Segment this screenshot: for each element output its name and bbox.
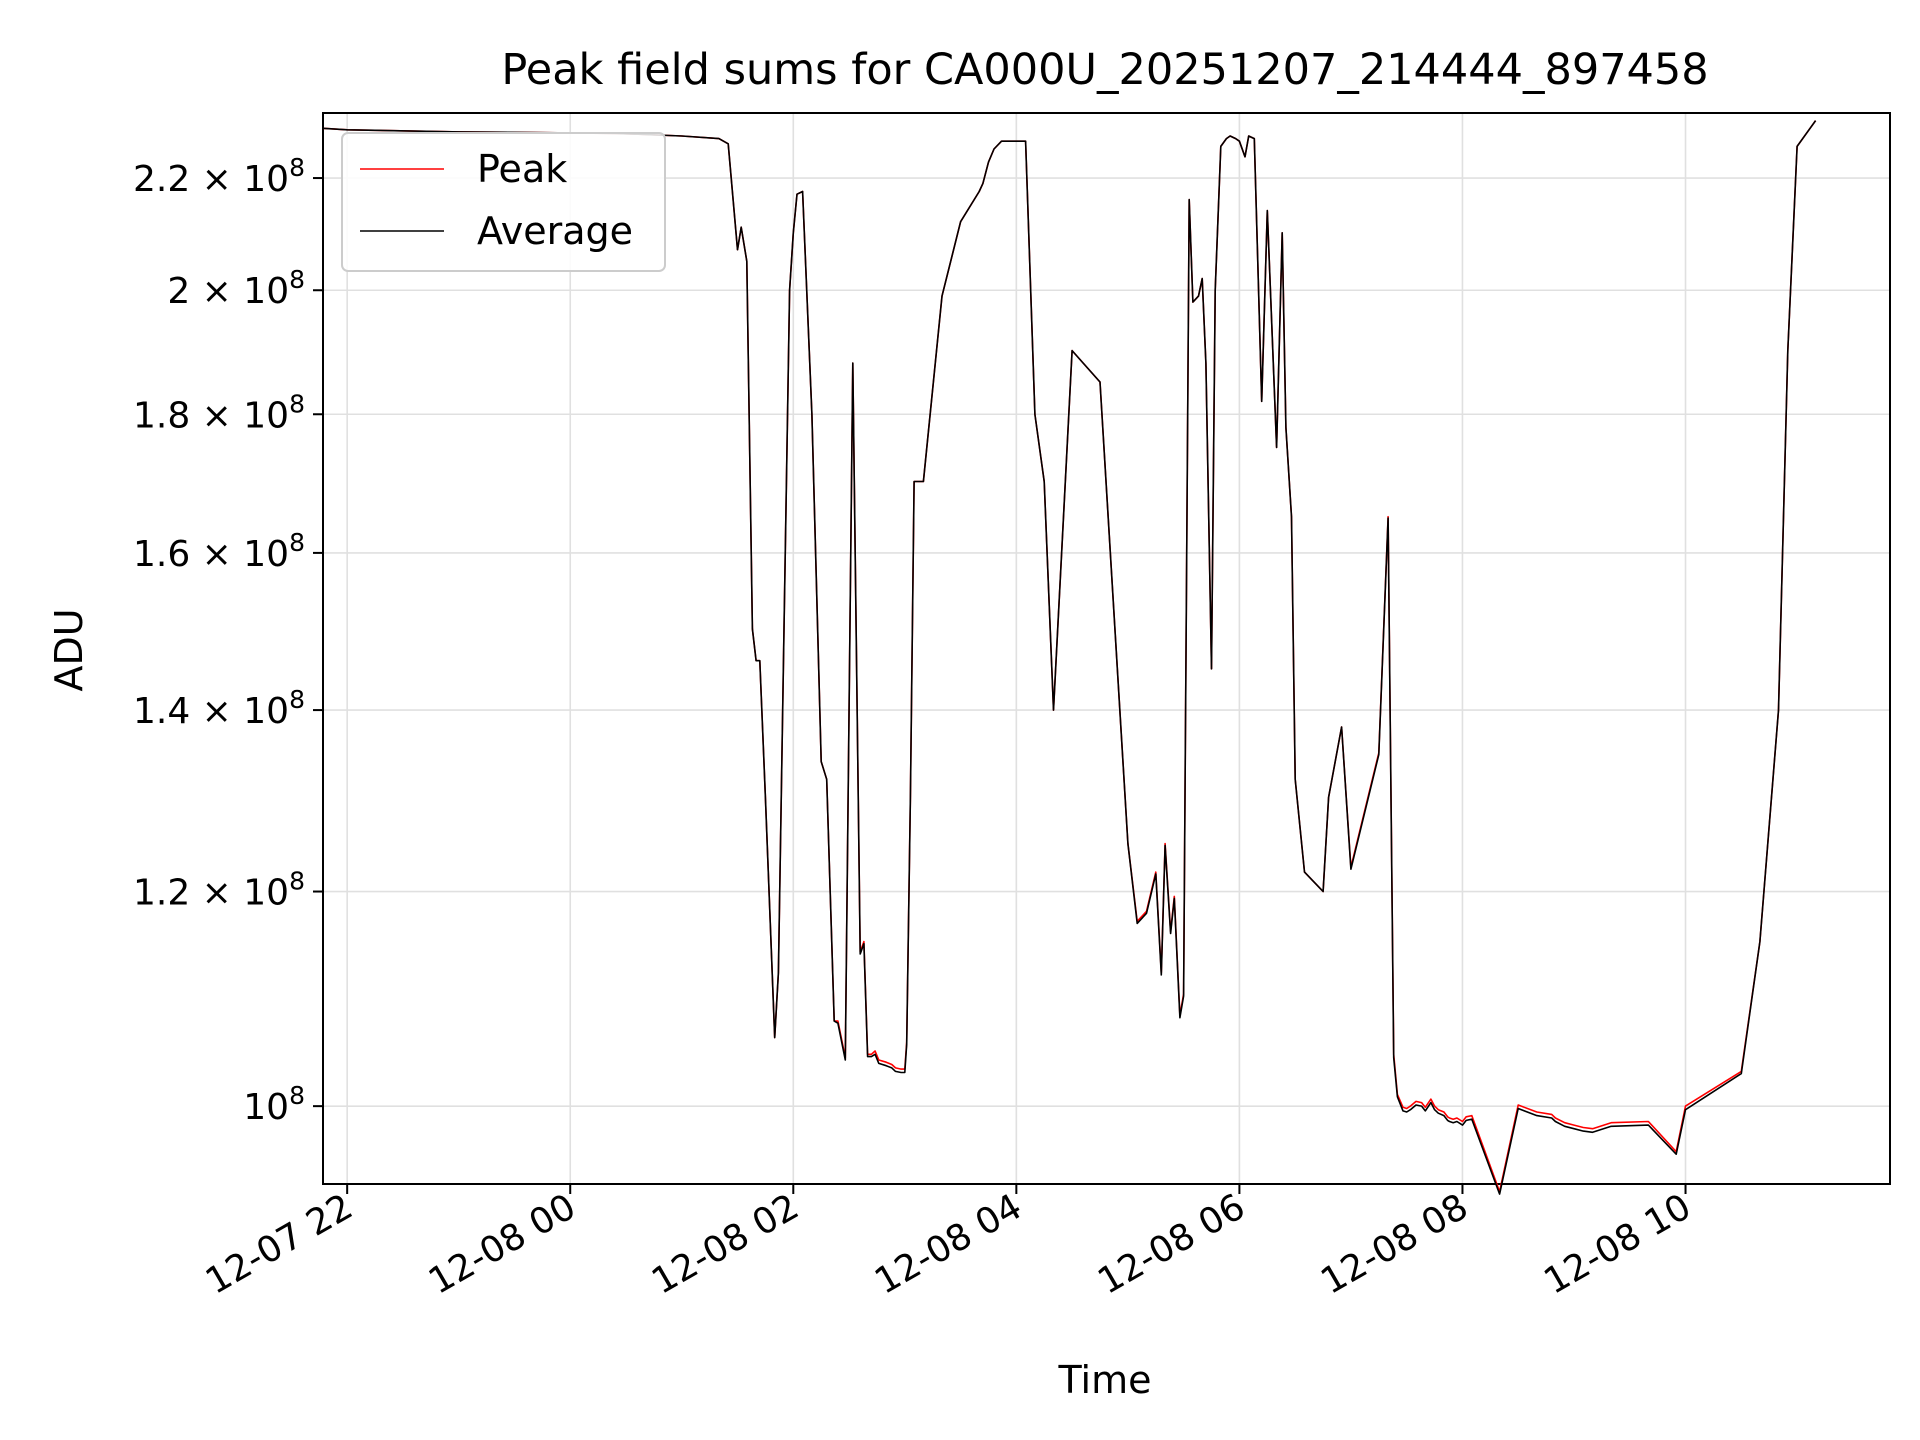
y-tick-label: 2 × 108 <box>167 265 305 312</box>
plot-area <box>322 112 1891 1185</box>
legend-box <box>341 132 666 272</box>
y-tick-label: 1.8 × 108 <box>133 389 305 436</box>
chart-title: Peak field sums for CA000U_20251207_2144… <box>501 45 1708 95</box>
y-tick-label: 2.2 × 108 <box>133 153 305 200</box>
y-tick-label: 1.2 × 108 <box>133 867 305 914</box>
series-lines <box>322 120 1817 1195</box>
legend-label-average: Average <box>477 209 633 253</box>
y-tick-label: 1.6 × 108 <box>133 528 305 575</box>
series-line-average <box>322 120 1817 1195</box>
y-axis-label: ADU <box>47 608 91 691</box>
y-tick-label: 108 <box>243 1081 305 1128</box>
x-axis-label: Time <box>1058 1358 1152 1402</box>
legend-label-peak: Peak <box>477 147 567 191</box>
y-tick-label: 1.4 × 108 <box>133 685 305 732</box>
grid-lines <box>323 113 1890 1184</box>
legend: Peak Average <box>341 132 666 272</box>
